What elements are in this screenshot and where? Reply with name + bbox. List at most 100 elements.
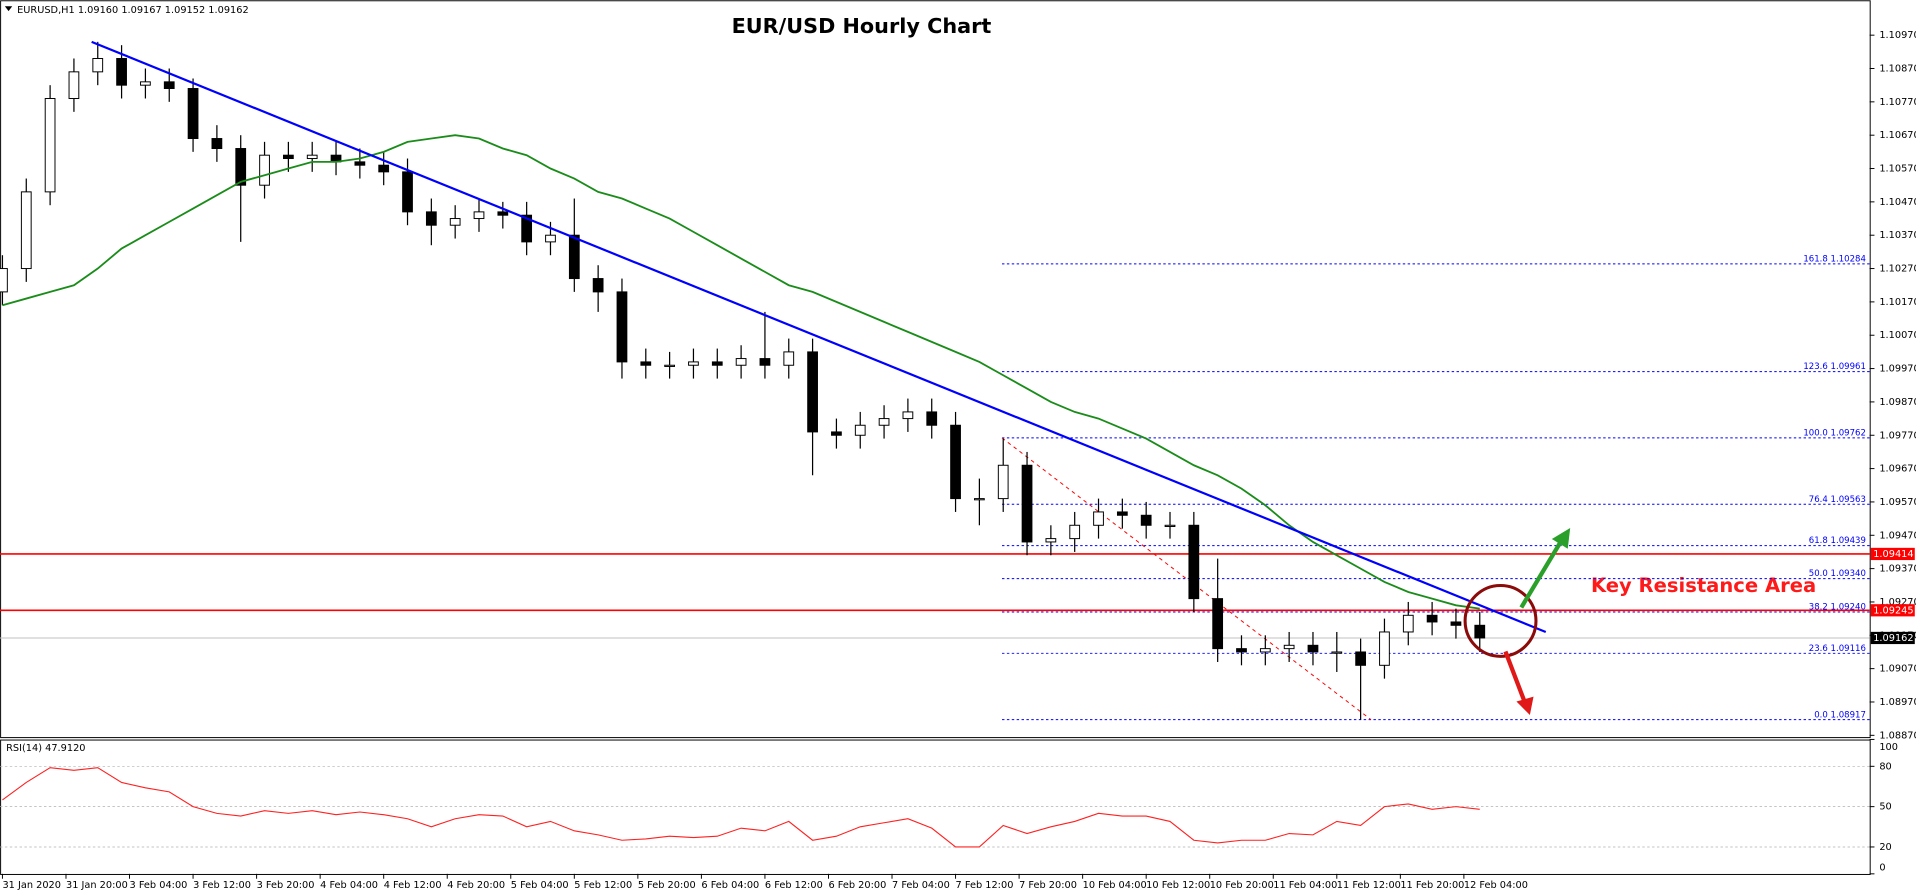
candle-body xyxy=(1474,624,1486,639)
chart-title: EUR/USD Hourly Chart xyxy=(732,14,992,38)
candle-body xyxy=(950,424,961,500)
candle-body xyxy=(163,81,175,90)
x-tick-label: 10 Feb 04:00 xyxy=(1083,880,1147,891)
candle-body xyxy=(926,411,938,426)
y-tick-label: 1.09270 xyxy=(1879,597,1916,608)
candle-body xyxy=(187,88,199,140)
x-tick-label: 12 Feb 04:00 xyxy=(1464,880,1528,891)
candle-body xyxy=(521,214,533,243)
candle-body xyxy=(1045,538,1057,543)
candle-body xyxy=(616,291,628,363)
candle-body xyxy=(283,154,294,160)
candle-body xyxy=(306,154,318,160)
fib-label: 76.4 1.09563 xyxy=(1809,495,1866,505)
candle-body xyxy=(1021,464,1033,543)
y-tick-label: 1.09770 xyxy=(1879,430,1916,441)
level-box xyxy=(1870,547,1915,561)
candle-body xyxy=(1355,651,1367,666)
rsi-panel xyxy=(0,739,1871,875)
y-tick-label: 1.09570 xyxy=(1879,497,1916,508)
fib-label: 123.6 1.09961 xyxy=(1803,362,1866,372)
candle-body xyxy=(1307,644,1319,653)
candle-body xyxy=(140,81,151,86)
candle-body xyxy=(1379,631,1390,666)
candle-body xyxy=(1093,511,1104,526)
annotation: Key Resistance Area xyxy=(1591,574,1816,597)
candle-body xyxy=(92,58,104,73)
y-tick-label: 1.10870 xyxy=(1879,64,1916,75)
y-tick-label: 1.10470 xyxy=(1879,197,1916,208)
last-price-box xyxy=(1870,631,1915,645)
candle-body xyxy=(1116,511,1128,516)
x-tick-label: 11 Feb 04:00 xyxy=(1273,880,1337,891)
candle-body xyxy=(473,211,485,220)
x-tick-label: 5 Feb 12:00 xyxy=(574,880,632,891)
fib-label: 161.8 1.10284 xyxy=(1803,254,1866,264)
x-tick-label: 11 Feb 20:00 xyxy=(1400,880,1464,891)
candle-body xyxy=(831,431,842,436)
x-tick-label: 6 Feb 20:00 xyxy=(828,880,886,891)
y-tick-label: 1.08870 xyxy=(1879,730,1916,741)
fib-label: 61.8 1.09439 xyxy=(1809,536,1866,546)
moving-average xyxy=(2,134,1480,610)
x-tick-label: 7 Feb 04:00 xyxy=(892,880,950,891)
candle-body xyxy=(997,464,1009,500)
candle-body xyxy=(1140,514,1152,526)
candle-body xyxy=(1402,614,1414,633)
y-tick-label: 0 xyxy=(1879,863,1885,874)
level-label: 1.09414 xyxy=(1873,549,1913,560)
y-tick-label: 1.09470 xyxy=(1879,530,1916,541)
x-tick-label: 6 Feb 12:00 xyxy=(765,880,823,891)
x-tick-label: 3 Feb 04:00 xyxy=(130,880,188,891)
y-tick-label: 1.09370 xyxy=(1879,564,1916,575)
rsi-title: RSI(14) 47.9120 xyxy=(6,743,85,754)
x-tick-label: 10 Feb 20:00 xyxy=(1210,880,1274,891)
candle-body xyxy=(783,351,795,366)
candle-body xyxy=(1188,524,1200,600)
candle-body xyxy=(1164,524,1176,527)
resistance-circle xyxy=(1463,583,1538,658)
level-label: 1.09245 xyxy=(1873,605,1913,616)
candle-body xyxy=(545,234,556,243)
y-tick-label: 50 xyxy=(1879,802,1891,813)
y-tick-label: 1.09670 xyxy=(1879,464,1916,475)
x-tick-label: 10 Feb 12:00 xyxy=(1146,880,1210,891)
candle-body xyxy=(807,351,818,433)
symbol-header: EURUSD,H1 1.09160 1.09167 1.09152 1.0916… xyxy=(17,5,249,16)
y-tick-label: 1.08970 xyxy=(1879,697,1916,708)
candle-body xyxy=(378,164,390,173)
x-tick-label: 4 Feb 20:00 xyxy=(447,880,505,891)
y-tick-label: 1.09970 xyxy=(1879,364,1916,375)
x-tick-label: 5 Feb 20:00 xyxy=(638,880,696,891)
candle-body xyxy=(497,211,509,216)
y-tick-label: 1.10270 xyxy=(1879,264,1916,275)
y-tick-label: 1.09870 xyxy=(1879,397,1916,408)
fib-label: 38.2 1.09240 xyxy=(1809,603,1866,613)
y-tick-label: 100 xyxy=(1879,742,1898,753)
x-tick-label: 7 Feb 20:00 xyxy=(1019,880,1077,891)
x-tick-label: 4 Feb 12:00 xyxy=(384,880,442,891)
y-tick-label: 80 xyxy=(1879,761,1891,772)
candle-body xyxy=(688,361,699,366)
y-tick-label: 20 xyxy=(1879,842,1891,853)
candle-body xyxy=(1426,614,1438,623)
candle-body xyxy=(259,154,270,186)
candle-body xyxy=(974,498,985,501)
candle-body xyxy=(640,361,652,366)
candle-body xyxy=(68,71,80,100)
x-tick-label: 5 Feb 04:00 xyxy=(511,880,569,891)
fib-label: 50.0 1.09340 xyxy=(1809,569,1866,579)
candle-body xyxy=(759,358,771,366)
trendline xyxy=(91,40,1547,633)
candle-body xyxy=(1331,651,1343,654)
candle-body xyxy=(735,358,747,366)
candle-body xyxy=(568,234,580,280)
candle-body xyxy=(354,161,366,166)
candle-body xyxy=(1212,598,1224,650)
rsi-line xyxy=(2,767,1480,848)
y-tick-label: 1.10570 xyxy=(1879,164,1916,175)
candle-body xyxy=(402,171,413,213)
x-tick-label: 3 Feb 20:00 xyxy=(257,880,315,891)
fib-label: 23.6 1.09116 xyxy=(1809,644,1866,654)
